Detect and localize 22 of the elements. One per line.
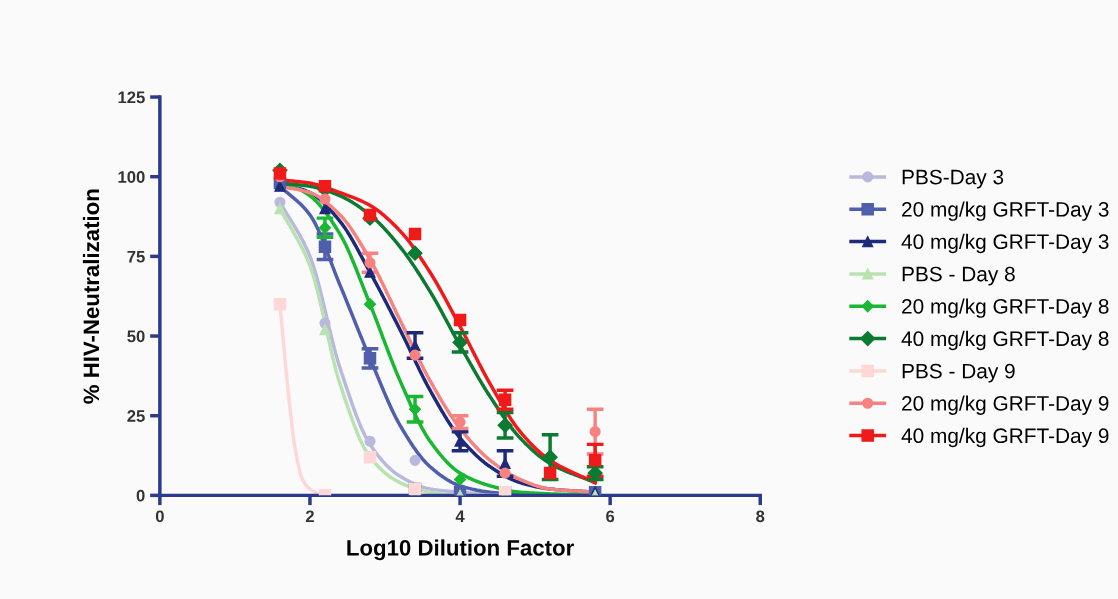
legend-label: PBS - Day 9: [902, 363, 1015, 383]
y-tick-label: 125: [118, 91, 145, 104]
legend-label: PBS - Day 8: [902, 266, 1015, 286]
legend-label: PBS-Day 3: [902, 169, 1004, 189]
y-axis-title: % HIV-Neutralization: [82, 189, 100, 404]
legend-label: 40 mg/kg GRFT-Day 8: [901, 330, 1109, 351]
x-tick-label: 8: [756, 510, 765, 523]
legend-label: 40 mg/kg GRFT-Day 9: [901, 427, 1109, 448]
y-tick-label: 25: [127, 410, 145, 422]
y-tick-label: 50: [127, 330, 145, 343]
y-tick-label: 100: [118, 171, 145, 183]
legend-label: 20 mg/kg GRFT-Day 3: [902, 201, 1109, 221]
x-tick-label: 0: [155, 510, 164, 523]
x-tick-label: 6: [606, 510, 615, 523]
y-tick-label: 0: [136, 489, 145, 502]
x-axis-title: Log10 Dilution Factor: [347, 539, 574, 561]
x-tick-label: 4: [455, 510, 465, 523]
legend-label: 20 mg/kg GRFT-Day 9: [902, 395, 1109, 415]
x-tick-label: 2: [305, 510, 314, 523]
y-tick-label: 75: [127, 250, 145, 263]
legend-label: 40 mg/kg GRFT-Day 3: [901, 233, 1109, 254]
legend-label: 20 mg/kg GRFT-Day 8: [902, 298, 1109, 318]
